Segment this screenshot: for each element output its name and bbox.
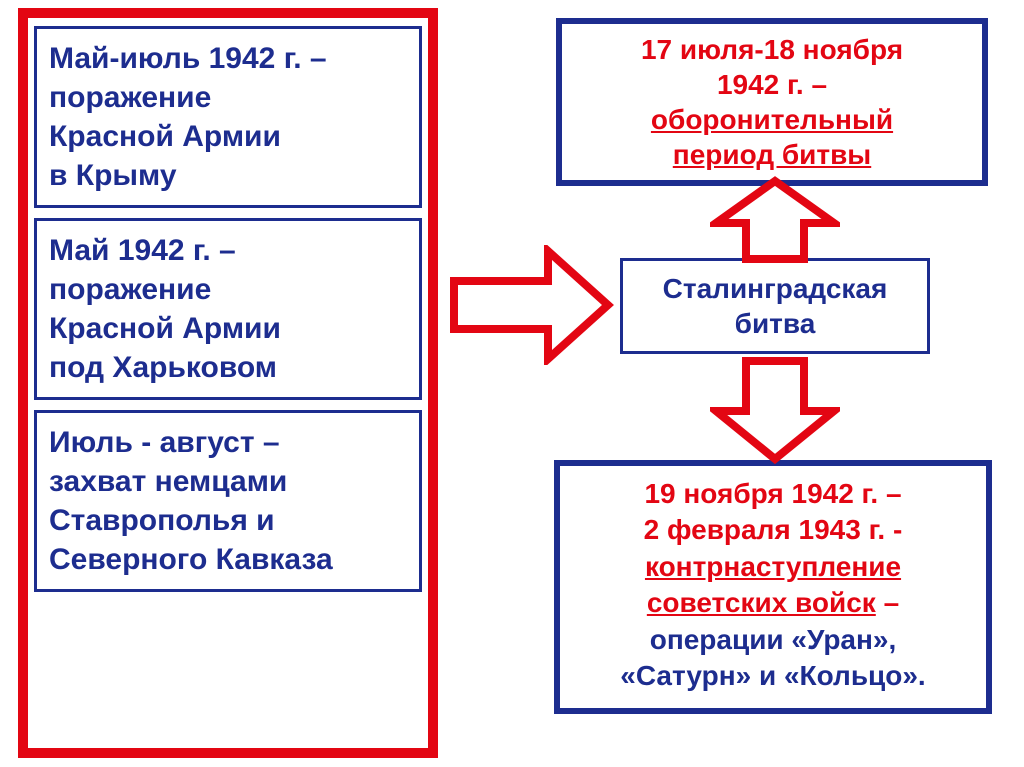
counteroffensive-box: 19 ноября 1942 г. – 2 февраля 1943 г. - … bbox=[554, 460, 992, 714]
arrow-down-icon bbox=[710, 355, 840, 465]
text: 19 ноября 1942 г. – bbox=[570, 476, 976, 512]
text: битва bbox=[631, 306, 919, 341]
text: Май-июль 1942 г. – bbox=[49, 39, 407, 78]
event-box-crimea: Май-июль 1942 г. – поражение Красной Арм… bbox=[34, 26, 422, 208]
text: советских войск – bbox=[570, 585, 976, 621]
text: Май 1942 г. – bbox=[49, 231, 407, 270]
text: «Сатурн» и «Кольцо». bbox=[570, 658, 976, 694]
stalingrad-battle-box: Сталинградская битва bbox=[620, 258, 930, 354]
text: поражение bbox=[49, 270, 407, 309]
text: в Крыму bbox=[49, 156, 407, 195]
text: Сталинградская bbox=[631, 271, 919, 306]
text: 2 февраля 1943 г. - bbox=[570, 512, 976, 548]
text: оборонительный bbox=[572, 102, 972, 137]
text: 1942 г. – bbox=[572, 67, 972, 102]
text: под Харьковом bbox=[49, 348, 407, 387]
arrow-right-icon bbox=[448, 245, 618, 365]
arrow-up-icon bbox=[710, 175, 840, 265]
text: захват немцами bbox=[49, 462, 407, 501]
text: Красной Армии bbox=[49, 309, 407, 348]
text: операции «Уран», bbox=[570, 622, 976, 658]
text: Северного Кавказа bbox=[49, 540, 407, 579]
text: Ставрополья и bbox=[49, 501, 407, 540]
text: поражение bbox=[49, 78, 407, 117]
defensive-period-box: 17 июля-18 ноября 1942 г. – оборонительн… bbox=[556, 18, 988, 186]
text: контрнаступление bbox=[570, 549, 976, 585]
event-box-caucasus: Июль - август – захват немцами Ставропол… bbox=[34, 410, 422, 592]
text: период битвы bbox=[572, 137, 972, 172]
text: 17 июля-18 ноября bbox=[572, 32, 972, 67]
event-box-kharkov: Май 1942 г. – поражение Красной Армии по… bbox=[34, 218, 422, 400]
left-events-panel: Май-июль 1942 г. – поражение Красной Арм… bbox=[18, 8, 438, 758]
text: Красной Армии bbox=[49, 117, 407, 156]
text: Июль - август – bbox=[49, 423, 407, 462]
